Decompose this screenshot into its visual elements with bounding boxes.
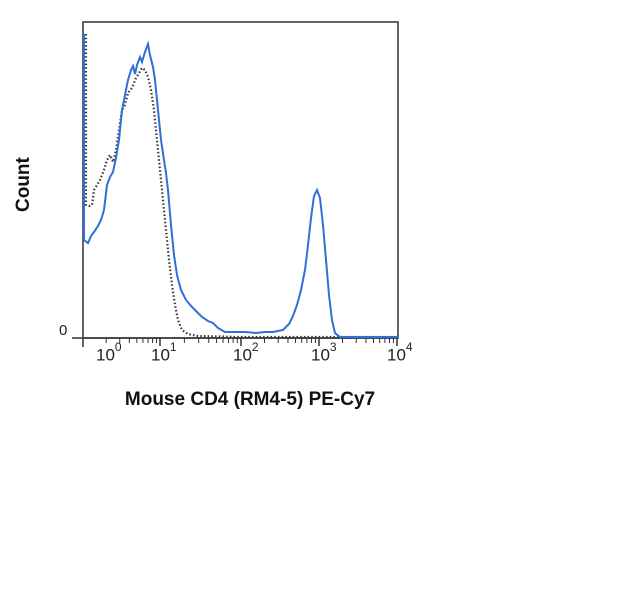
x-major-ticks [82, 338, 398, 347]
y-tick-zero: 0 [59, 322, 68, 339]
isotype-curve [84, 34, 398, 339]
x-minor-ticks [105, 338, 394, 343]
x-tick-label-0: 100 [96, 340, 122, 365]
x-tick-label-3: 103 [311, 340, 337, 365]
x-tick-label-1: 101 [151, 340, 177, 365]
stained-curve [83, 34, 398, 338]
y-axis-label: Count [13, 157, 34, 212]
x-tick-label-2: 102 [233, 340, 259, 365]
x-axis-label: Mouse CD4 (RM4-5) PE-Cy7 [124, 389, 376, 410]
x-tick-label-4: 104 [387, 340, 413, 365]
